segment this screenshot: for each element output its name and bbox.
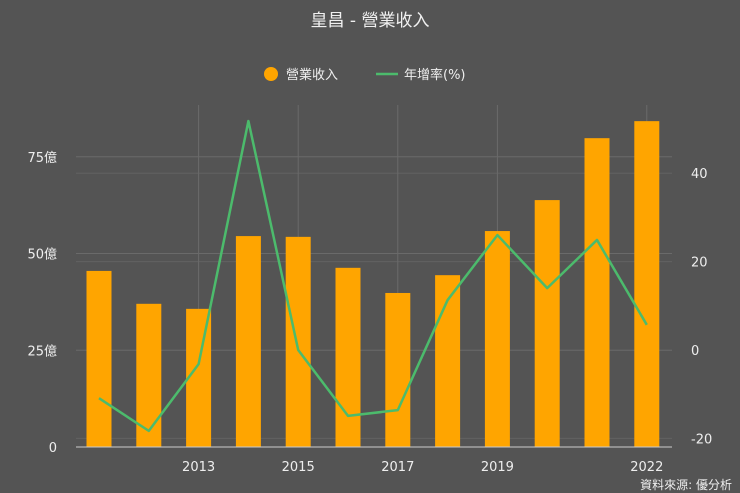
revenue-bar-2021 xyxy=(584,138,610,447)
revenue-bar-2015 xyxy=(285,236,311,447)
left-tick-label: 50億 xyxy=(27,247,57,263)
revenue-bar-2020 xyxy=(534,200,560,447)
right-tick-label: 20 xyxy=(691,256,708,271)
x-tick-label: 2015 xyxy=(282,460,315,475)
right-axis: -20 0 20 40 xyxy=(691,167,712,447)
bars xyxy=(86,121,660,447)
chart-title: 皇昌 - 營業收入 xyxy=(311,11,430,31)
legend: 營業收入 年增率(%) xyxy=(264,67,466,83)
legend-bar-label: 營業收入 xyxy=(286,67,338,83)
x-axis: 2013 2015 2017 2019 2022 xyxy=(182,460,663,475)
x-tick-label: 2017 xyxy=(381,460,414,475)
revenue-bar-2014 xyxy=(235,236,261,447)
revenue-bar-2019 xyxy=(484,231,510,447)
right-tick-label: 40 xyxy=(691,167,708,182)
right-tick-label: -20 xyxy=(691,432,712,447)
right-tick-label: 0 xyxy=(691,344,699,359)
revenue-bar-2012 xyxy=(136,303,162,447)
revenue-bar-2022 xyxy=(634,121,660,447)
legend-bar-marker xyxy=(264,67,278,81)
legend-line-label: 年增率(%) xyxy=(404,67,466,83)
grid xyxy=(76,105,672,447)
revenue-bar-2016 xyxy=(335,267,361,447)
left-tick-label: 75億 xyxy=(27,150,57,166)
growth-line xyxy=(98,119,648,433)
left-tick-label: 0 xyxy=(49,441,57,456)
revenue-bar-2013 xyxy=(186,308,212,447)
source-label: 資料來源: 優分析 xyxy=(640,478,732,492)
x-tick-label: 2019 xyxy=(481,460,514,475)
revenue-bar-2017 xyxy=(385,292,411,447)
left-tick-label: 25億 xyxy=(27,343,57,359)
revenue-bar-2011 xyxy=(86,270,112,447)
revenue-bar-2018 xyxy=(435,275,461,447)
x-tick-label: 2022 xyxy=(630,460,663,475)
x-tick-label: 2013 xyxy=(182,460,215,475)
left-axis: 0 25億 50億 75億 xyxy=(27,150,57,456)
